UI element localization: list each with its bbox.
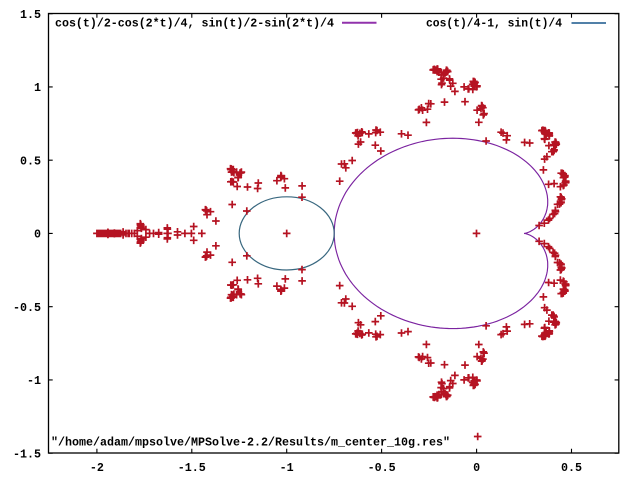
svg-text:0: 0	[473, 461, 480, 475]
svg-text:cos(t)/2-cos(2*t)/4, sin(t)/2-: cos(t)/2-cos(2*t)/4, sin(t)/2-sin(2*t)/4	[55, 16, 334, 30]
svg-text:-2: -2	[90, 461, 104, 475]
svg-text:-1.5: -1.5	[178, 461, 206, 475]
svg-text:1.5: 1.5	[20, 8, 41, 22]
svg-text:0.5: 0.5	[561, 461, 582, 475]
svg-text:-1.5: -1.5	[13, 447, 41, 461]
svg-text:1: 1	[34, 81, 41, 95]
svg-text:0: 0	[34, 228, 41, 242]
svg-text:"/home/adam/mpsolve/MPSolve-2.: "/home/adam/mpsolve/MPSolve-2.2/Results/…	[51, 435, 450, 449]
svg-text:-1: -1	[280, 461, 294, 475]
svg-text:cos(t)/4-1, sin(t)/4: cos(t)/4-1, sin(t)/4	[426, 16, 562, 30]
svg-text:-0.5: -0.5	[368, 461, 396, 475]
svg-text:-0.5: -0.5	[13, 301, 41, 315]
svg-text:0.5: 0.5	[20, 154, 41, 168]
svg-text:-1: -1	[27, 374, 41, 388]
